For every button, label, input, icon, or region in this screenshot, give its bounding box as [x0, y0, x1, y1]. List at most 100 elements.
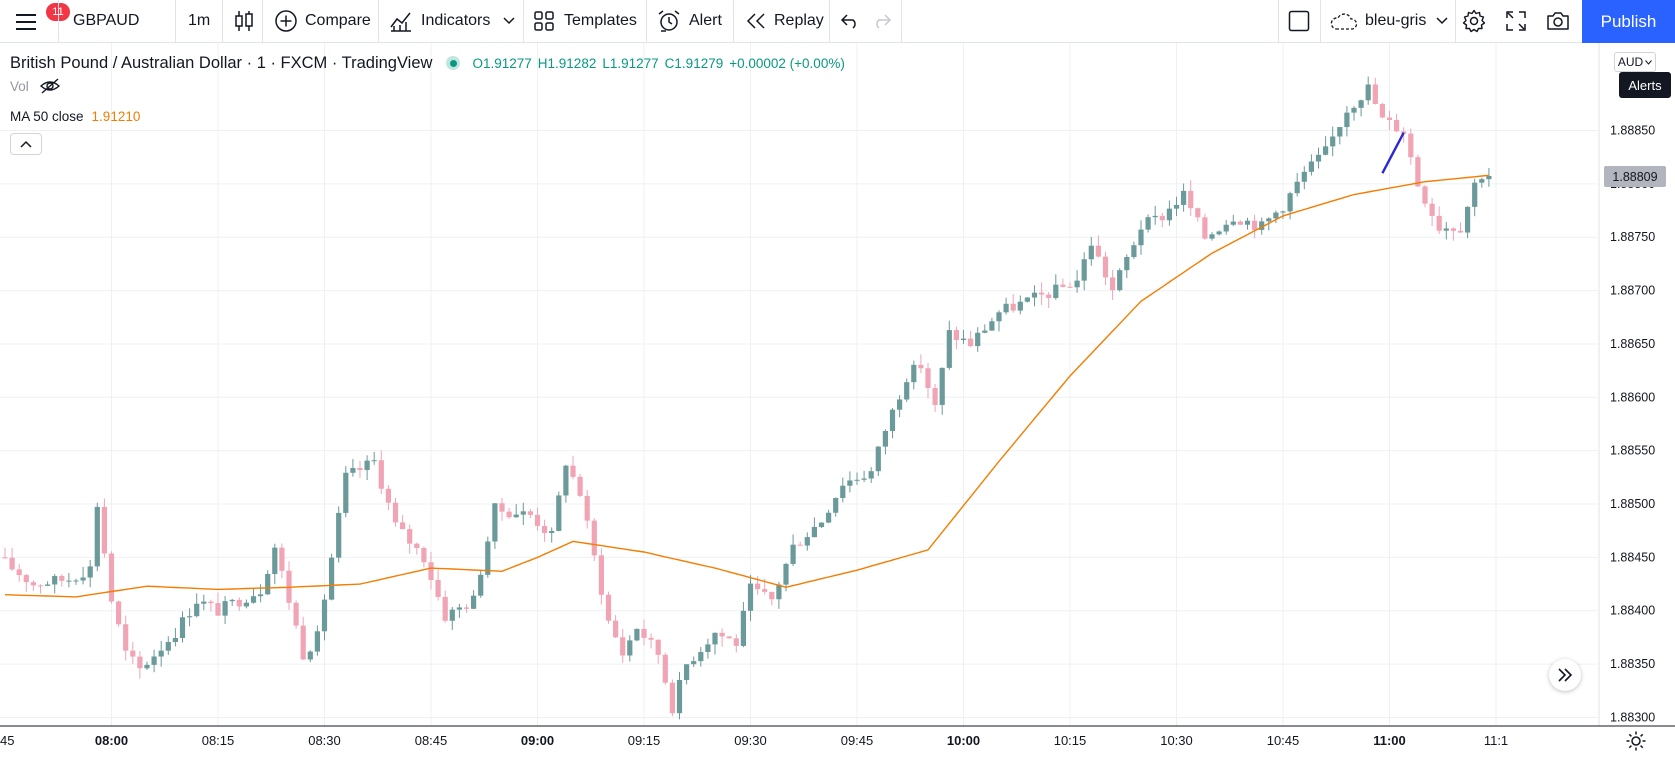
candle: [435, 569, 441, 601]
interval-button[interactable]: 1m: [188, 0, 210, 42]
compare-button[interactable]: Compare: [274, 0, 371, 42]
candle: [165, 636, 171, 655]
chart-style-button[interactable]: [234, 0, 254, 42]
candle: [1472, 178, 1478, 217]
candle: [101, 498, 107, 558]
candle: [1209, 232, 1215, 241]
time-tick-label: 09:45: [841, 733, 874, 748]
candle: [243, 599, 249, 609]
candle: [45, 581, 51, 587]
replay-label: Replay: [774, 12, 824, 29]
price-change: +0.00002 (+0.00%): [729, 55, 845, 71]
candle: [1386, 110, 1393, 131]
candle: [1060, 278, 1066, 288]
menu-button[interactable]: 11: [16, 0, 70, 42]
ohlc-open: O1.91277: [472, 56, 531, 71]
candle: [932, 383, 938, 412]
settings-button[interactable]: [1462, 0, 1486, 42]
undo-button[interactable]: [840, 0, 860, 42]
candle: [30, 580, 36, 591]
snapshot-button[interactable]: [1546, 0, 1570, 42]
candle: [215, 592, 221, 616]
scroll-to-realtime-button[interactable]: [1549, 659, 1581, 691]
replay-button[interactable]: Replay: [745, 0, 824, 42]
candle: [1294, 173, 1300, 197]
eye-hidden-icon[interactable]: [39, 78, 61, 94]
candle: [747, 575, 754, 621]
indicators-dropdown[interactable]: [503, 0, 515, 42]
time-tick-label: 11:1: [1484, 733, 1508, 748]
candle: [1394, 113, 1400, 133]
candle: [428, 551, 434, 590]
candle: [1287, 191, 1293, 220]
candle: [627, 635, 633, 662]
layout-menu-button[interactable]: bleu-gris: [1329, 0, 1448, 42]
chart-canvas[interactable]: 1.888501.888001.887501.887001.886501.886…: [0, 43, 1675, 757]
time-tick-label: 08:30: [308, 733, 341, 748]
time-axis[interactable]: 45 08:00 08:15 08:30 08:45 09:00 09:15 09:30 09:…: [0, 733, 1508, 748]
candle: [59, 574, 65, 587]
candle: [840, 477, 846, 503]
candle: [975, 327, 981, 352]
time-tick-label: 10:15: [1054, 733, 1087, 748]
top-toolbar: 11 GBPAUD 1m Compare Indi: [0, 0, 1675, 43]
price-tick-label: 1.88400: [1610, 604, 1655, 618]
candle: [769, 591, 775, 606]
chevron-down-icon: [1436, 17, 1448, 25]
candle: [187, 608, 193, 627]
symbol-label: GBPAUD: [73, 12, 140, 29]
candle: [350, 459, 356, 477]
trend-line-drawing[interactable]: [1381, 132, 1405, 174]
market-status-icon[interactable]: [446, 56, 461, 70]
legend-moving-average[interactable]: MA 50 close 1.91210: [10, 106, 140, 126]
templates-button[interactable]: Templates: [534, 0, 637, 42]
candle: [1181, 183, 1187, 212]
camera-icon: [1547, 12, 1569, 30]
candle: [250, 588, 257, 604]
candle: [1422, 185, 1428, 208]
currency-button[interactable]: AUD: [1614, 52, 1656, 72]
candle: [151, 649, 157, 673]
publish-button[interactable]: Publish: [1582, 0, 1675, 43]
candle: [1358, 99, 1364, 117]
open-key: O: [472, 55, 483, 71]
candle: [1465, 206, 1471, 239]
candle: [868, 467, 874, 483]
price-tick-label: 1.88450: [1610, 550, 1655, 564]
time-tick-label: 45: [0, 733, 14, 748]
candle: [684, 664, 690, 685]
current-price-label: 1.88809: [1604, 166, 1666, 187]
collapse-legend-button[interactable]: [10, 133, 42, 155]
candle: [676, 671, 683, 720]
candle: [854, 472, 860, 485]
candle: [1436, 206, 1442, 234]
time-tick-label: 10:30: [1160, 733, 1193, 748]
candle: [641, 619, 647, 646]
candle: [392, 497, 399, 527]
price-axis[interactable]: 1.888501.888001.887501.887001.886501.886…: [1610, 124, 1655, 725]
alert-button[interactable]: Alert: [657, 0, 722, 42]
legend-volume[interactable]: Vol: [10, 76, 61, 96]
price-tick-label: 1.88850: [1610, 124, 1655, 138]
candles-series: [2, 76, 1492, 720]
symbol-search-button[interactable]: GBPAUD: [73, 0, 139, 42]
candle: [1450, 227, 1456, 241]
candle: [421, 546, 427, 568]
candle: [968, 330, 974, 348]
candle: [506, 507, 512, 520]
candle: [620, 629, 626, 663]
select-layout-button[interactable]: [1288, 0, 1310, 42]
candle: [1308, 154, 1314, 176]
candle: [130, 642, 136, 665]
candle: [1237, 220, 1243, 226]
fullscreen-button[interactable]: [1506, 0, 1526, 42]
candle: [1216, 230, 1222, 236]
redo-button[interactable]: [872, 0, 892, 42]
chart-settings-button[interactable]: [1624, 729, 1648, 753]
symbol-title[interactable]: British Pound / Australian Dollar · 1 · …: [10, 53, 433, 72]
candle: [407, 524, 413, 554]
candle: [1145, 214, 1151, 233]
candle: [918, 354, 924, 374]
candle: [613, 615, 619, 639]
indicators-button[interactable]: Indicators: [390, 0, 490, 42]
